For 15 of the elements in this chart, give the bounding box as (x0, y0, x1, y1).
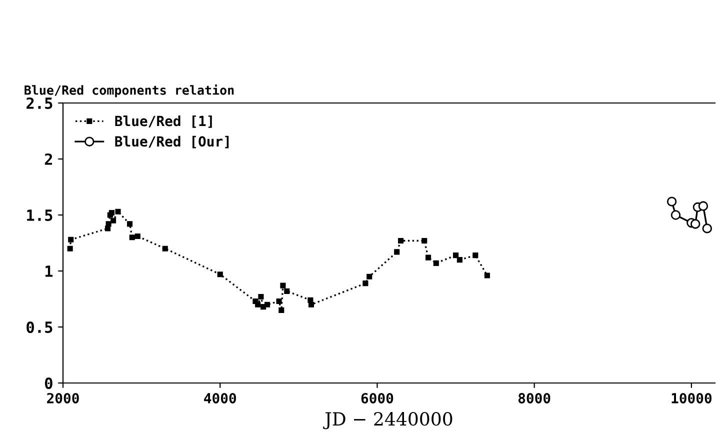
y-tick-label: 1.5 (27, 210, 52, 222)
legend-label: Blue/Red [Our] (115, 136, 229, 148)
x-tick-label: 10000 (672, 392, 712, 404)
legend-label: Blue/Red [1] (115, 116, 212, 128)
y-tick-label: 0.5 (26, 321, 52, 334)
chart-title: Blue/Red components relation (24, 84, 234, 98)
x-tick-label: 8000 (518, 392, 550, 404)
y-tick-label: 1 (45, 266, 53, 277)
x-tick-label: 2000 (47, 392, 79, 404)
y-tick-label: 2 (44, 153, 52, 165)
x-axis-title: JD − 2440000 (323, 412, 452, 430)
x-tick-label: 6000 (361, 392, 394, 404)
y-tick-label: 0 (44, 377, 52, 390)
x-tick-label: 4000 (204, 392, 236, 404)
y-tick-label: 2.5 (26, 97, 52, 110)
